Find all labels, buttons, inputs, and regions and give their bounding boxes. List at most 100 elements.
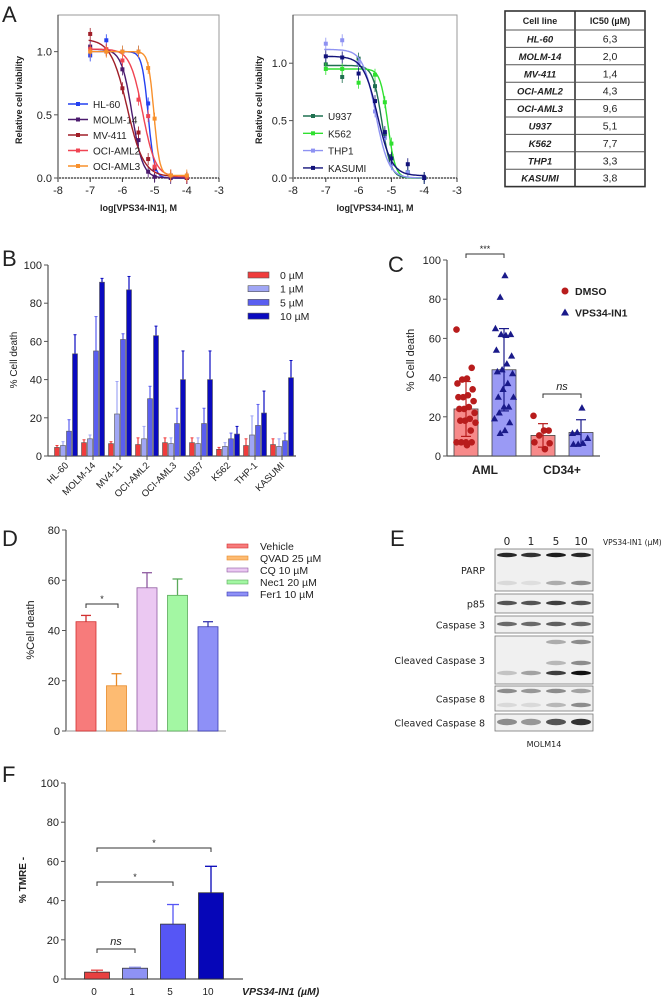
data-point: [531, 438, 538, 446]
data-point: [491, 324, 500, 332]
lane-label: 5: [553, 536, 560, 548]
band: [571, 621, 591, 627]
band: [546, 660, 566, 666]
legend-swatch: [247, 285, 270, 293]
bar: [261, 412, 267, 457]
band: [521, 600, 541, 606]
bracket-line: [542, 393, 582, 398]
y-tick-label: 60: [48, 575, 60, 587]
band: [497, 688, 517, 694]
data-point: [146, 169, 151, 174]
data-point: [88, 31, 93, 36]
data-point: [500, 403, 508, 410]
data-point: [454, 380, 461, 387]
data-point: [456, 405, 463, 413]
table-row: THP1 3,3: [528, 155, 618, 167]
cell-line-name: THP1: [528, 156, 552, 167]
y-tick-label: 20: [47, 935, 59, 947]
legend-item: OCI-AML3: [68, 162, 141, 173]
data-point: [573, 428, 581, 436]
blot-label: p85: [467, 600, 485, 611]
legend-swatch: [226, 543, 249, 549]
legend-label: VPS34-IN1: [575, 308, 628, 320]
table-row: OCI-AML3 9,6: [517, 103, 617, 115]
series-kasumi: [323, 50, 427, 184]
data-point: [405, 162, 410, 167]
significance-bracket: ns: [96, 936, 136, 953]
bar: [99, 281, 105, 457]
data-point: [136, 97, 141, 102]
data-point: [504, 379, 512, 387]
bar: [60, 445, 66, 457]
data-point: [458, 376, 466, 383]
significance-label: ***: [480, 244, 491, 254]
table-row: OCI-AML2 4,3: [517, 86, 617, 98]
legend-swatch: [226, 591, 249, 597]
significance-bracket: *: [96, 872, 174, 886]
data-point: [545, 427, 552, 434]
table-row: MOLM-14 2,0: [519, 51, 618, 63]
legend-marker-tri-down: [76, 148, 80, 153]
ic50-value: 6,3: [603, 34, 618, 46]
data-point: [494, 393, 502, 400]
y-tick-label: 20: [48, 676, 60, 688]
data-point: [470, 397, 477, 405]
x-tick-label: U937: [182, 460, 206, 484]
data-point: [136, 138, 141, 143]
bar: [288, 377, 294, 457]
cell-line-name: OCI-AML2: [517, 87, 564, 98]
bar: [189, 442, 195, 457]
legend-label: QVAD 25 µM: [260, 553, 321, 565]
data-point: [88, 49, 93, 54]
data-point: [535, 432, 543, 439]
lane-label: 0: [504, 536, 511, 548]
lane-label: 1: [528, 536, 535, 548]
bar: [126, 289, 132, 457]
y-tick-label: 80: [47, 817, 59, 829]
blot-cleaved-caspase-3: Cleaved Caspase 3: [394, 635, 594, 685]
legend-swatch: [226, 555, 249, 561]
data-point: [340, 74, 345, 79]
blot-frame: [494, 685, 594, 712]
data-point: [382, 130, 387, 135]
data-point: [104, 49, 109, 54]
y-tick-label: 80: [429, 294, 441, 306]
y-tick-label: 100: [423, 255, 441, 267]
band: [571, 600, 591, 606]
data-point: [501, 426, 509, 434]
band: [571, 639, 591, 645]
bar: [174, 423, 180, 457]
x-tick-label: -8: [53, 185, 63, 197]
legend-marker-circle: [311, 131, 315, 136]
data-point: [463, 441, 471, 449]
bar: [195, 443, 201, 457]
band: [497, 670, 517, 676]
band: [521, 702, 541, 708]
bar: [75, 621, 97, 732]
legend-item: MOLM-14: [68, 116, 138, 127]
blot-label: Caspase 8: [436, 695, 485, 706]
blot-frame: [494, 635, 594, 685]
y-tick-label: 40: [429, 373, 441, 385]
band: [497, 621, 517, 627]
data-point: [453, 326, 460, 333]
y-tick-label: 60: [429, 333, 441, 345]
legend-label: OCI-AML2: [93, 147, 141, 158]
data-point: [457, 438, 465, 446]
treatment-label: VPS34-IN1 (µM): [603, 538, 662, 547]
table-row: K562 7,7: [529, 138, 618, 150]
data-point: [493, 367, 501, 375]
bar: [197, 626, 219, 732]
legend-label: THP1: [328, 147, 354, 158]
y-axis-label: % Cell death: [9, 332, 20, 389]
ic50-value: 1,4: [603, 68, 618, 80]
ic50-value: 5,1: [603, 121, 618, 133]
legend-item: Nec1 20 µM: [226, 577, 317, 589]
x-tick-label: -4: [182, 185, 192, 197]
significance-label: *: [152, 838, 156, 848]
cell-line-name: HL-60: [527, 35, 554, 46]
data-point: [373, 84, 377, 89]
data-point: [468, 364, 476, 372]
table-row: KASUMI 3,8: [521, 173, 617, 185]
